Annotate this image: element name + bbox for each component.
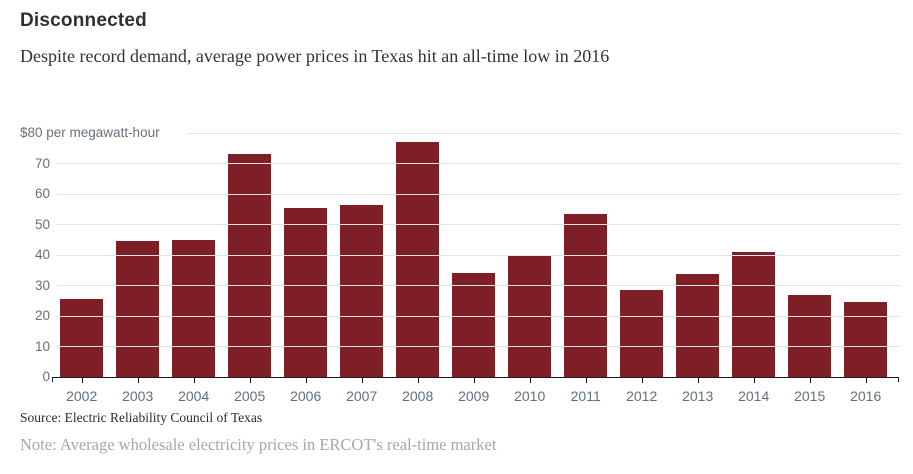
- x-tick-2006: [305, 378, 307, 383]
- x-axis-line: [52, 377, 899, 378]
- bar-2004: [172, 239, 216, 377]
- gridline-70: [57, 163, 900, 164]
- x-tick-2003: [137, 378, 139, 383]
- x-tick-2010: [529, 378, 531, 383]
- chart-subtitle: Despite record demand, average power pri…: [20, 46, 610, 66]
- x-tick-label-2007: 2007: [346, 388, 378, 404]
- x-axis-end-cap: [898, 378, 899, 382]
- x-tick-label-2012: 2012: [626, 388, 658, 404]
- bar-2009: [452, 273, 496, 377]
- x-tick-label-2016: 2016: [850, 388, 882, 404]
- bar-2014: [732, 252, 776, 377]
- y-tick-label-70: 70: [34, 155, 50, 171]
- plot-area: [57, 133, 900, 377]
- x-tick-2015: [809, 378, 811, 383]
- y-tick-label-10: 10: [34, 338, 50, 354]
- x-tick-2014: [753, 378, 755, 383]
- bar-2013: [676, 273, 720, 377]
- chart-title: Disconnected: [20, 10, 147, 31]
- y-tick-label-20: 20: [34, 308, 50, 323]
- bar-2011: [564, 214, 608, 377]
- x-tick-label-2006: 2006: [290, 388, 322, 404]
- x-tick-label-2004: 2004: [178, 388, 210, 404]
- bar-2002: [60, 298, 104, 377]
- x-tick-label-2010: 2010: [514, 388, 546, 404]
- x-tick-2008: [417, 378, 419, 383]
- x-tick-label-2003: 2003: [122, 388, 154, 404]
- x-tick-label-2009: 2009: [458, 388, 490, 404]
- x-tick-label-2005: 2005: [234, 388, 266, 404]
- x-tick-2012: [641, 378, 643, 383]
- x-tick-label-2015: 2015: [794, 388, 826, 404]
- x-tick-label-2014: 2014: [738, 388, 770, 404]
- source-text: Source: Electric Reliability Council of …: [20, 410, 263, 425]
- y-tick-label-0: 0: [42, 369, 50, 384]
- note-text: Note: Average wholesale electricity pric…: [20, 435, 497, 454]
- x-axis-start-cap: [52, 378, 53, 382]
- x-tick-2011: [585, 378, 587, 383]
- bar-2007: [340, 204, 384, 377]
- gridline-20: [57, 315, 900, 317]
- bar-2003: [116, 240, 160, 377]
- gridline-10: [57, 346, 900, 347]
- y-tick-label-40: 40: [34, 247, 50, 262]
- bar-2012: [620, 290, 664, 377]
- x-tick-label-2013: 2013: [682, 388, 714, 404]
- gridline-40: [57, 254, 900, 256]
- gridline-30: [57, 285, 900, 286]
- bar-2005: [228, 154, 272, 377]
- x-tick-2007: [361, 378, 363, 383]
- x-tick-label-2011: 2011: [570, 388, 601, 404]
- gridline-60: [57, 193, 900, 195]
- bar-2006: [284, 208, 328, 377]
- bar-2015: [788, 295, 832, 377]
- gridline-50: [57, 224, 900, 225]
- x-tick-2013: [697, 378, 699, 383]
- bar-2016: [844, 301, 888, 377]
- x-tick-2009: [473, 378, 475, 383]
- x-tick-2005: [249, 378, 251, 383]
- gridline-80: [188, 133, 900, 134]
- y-tick-label-50: 50: [34, 216, 50, 232]
- bar-2008: [396, 141, 440, 377]
- x-tick-2016: [865, 378, 867, 383]
- x-tick-2002: [81, 378, 83, 383]
- x-tick-2004: [193, 378, 195, 383]
- y-tick-label-30: 30: [34, 277, 50, 293]
- y-tick-label-60: 60: [34, 186, 50, 201]
- y-axis-unit-label: $80 per megawatt-hour: [20, 125, 160, 140]
- x-tick-label-2008: 2008: [402, 388, 434, 404]
- x-tick-label-2002: 2002: [66, 388, 98, 404]
